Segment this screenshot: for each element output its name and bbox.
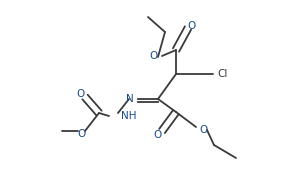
Text: O: O: [199, 125, 207, 135]
Text: O: O: [188, 21, 196, 31]
Text: O: O: [77, 89, 85, 99]
Text: O: O: [150, 51, 158, 61]
Text: O: O: [78, 129, 86, 139]
Text: O: O: [154, 130, 162, 140]
Text: Cl: Cl: [217, 69, 227, 79]
Text: N: N: [126, 94, 134, 104]
Text: NH: NH: [121, 111, 136, 121]
